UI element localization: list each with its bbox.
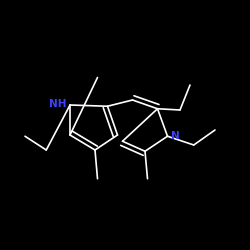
Text: NH: NH [49, 99, 66, 109]
Text: N: N [171, 131, 180, 141]
